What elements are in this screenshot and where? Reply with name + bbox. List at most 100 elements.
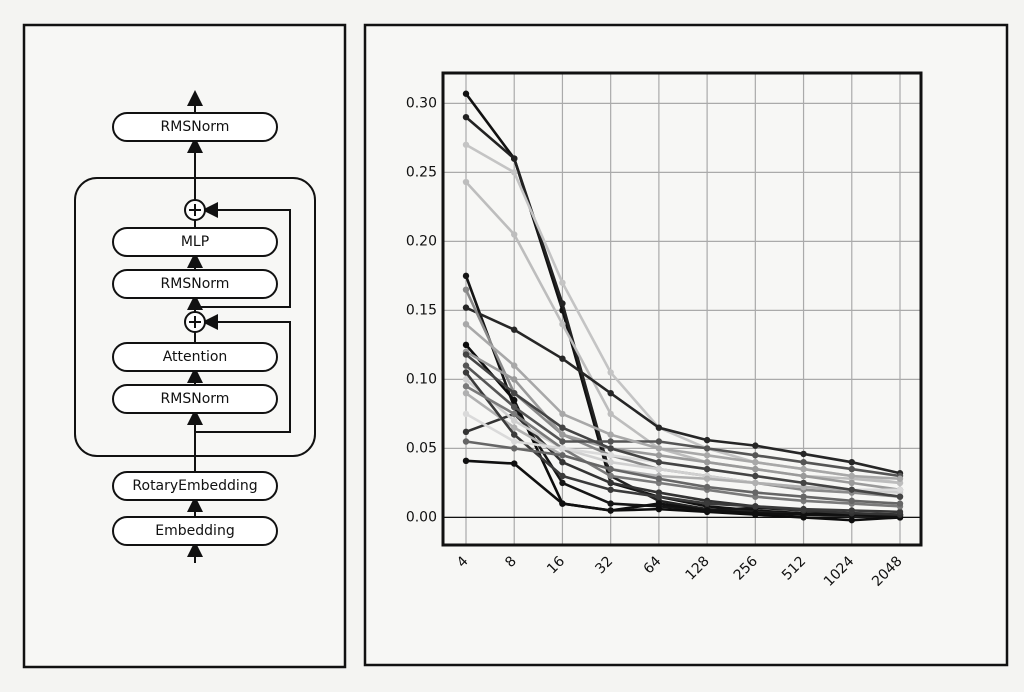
point [848,497,855,505]
point [607,458,614,466]
point [896,493,904,500]
point [511,169,518,176]
series-line [465,385,901,508]
point [559,479,566,487]
point [462,272,470,280]
series-line [465,459,901,519]
add [189,204,201,216]
point [511,445,518,452]
node [112,384,278,414]
point [703,500,711,507]
point [848,507,855,514]
y-tick-label: 0.15 [406,302,437,318]
y-tick-label: 0.25 [406,164,437,180]
series-line [465,392,900,492]
point [559,458,566,466]
point [896,475,904,482]
point [462,389,470,397]
point [896,508,904,516]
point [655,505,663,513]
point [848,465,855,473]
node [112,471,278,501]
point [559,500,566,507]
point [655,445,663,452]
point [800,472,807,480]
series-line [465,412,901,516]
point [703,452,711,459]
point [607,410,614,418]
point [462,457,470,465]
point [462,304,470,311]
point [655,424,663,431]
point [511,460,518,467]
point [655,475,663,482]
point [607,389,614,397]
point [703,458,711,466]
node-label: Attention [163,349,228,365]
point [848,486,855,493]
series-line [464,371,901,514]
series-line [465,181,901,485]
series-line [465,440,901,505]
plot-frame [441,71,923,547]
point [462,341,470,349]
series-line [465,350,901,492]
point [462,428,470,436]
point [848,472,855,480]
point [462,113,470,121]
point [511,410,518,418]
node [112,342,278,372]
point [462,376,470,383]
point [800,505,807,513]
point [607,369,614,376]
point [800,450,807,458]
node [112,269,278,299]
node-label: RMSNorm [161,276,230,292]
point [703,483,711,491]
point [655,493,663,500]
y-tick-label: 0.05 [406,440,437,456]
point [655,458,663,466]
point [511,417,518,424]
point [800,465,807,473]
point [703,465,711,473]
point [752,510,759,517]
point [559,279,566,286]
point [607,500,614,507]
point [559,452,566,459]
node-label: RMSNorm [161,119,230,135]
add [189,316,201,328]
point [462,383,470,390]
point [559,438,566,445]
y-tick-label: 0.20 [406,233,437,249]
point [559,355,566,362]
point [559,424,566,431]
point [655,452,663,459]
point [462,362,470,369]
point [752,452,759,459]
point [703,475,711,482]
point [752,503,759,510]
series-line [465,306,901,475]
point [511,376,518,383]
point [703,436,711,444]
point [848,458,855,466]
point [511,155,518,162]
point [800,458,807,466]
point [848,516,855,524]
point [607,445,614,452]
node-label: MLP [181,234,209,250]
series-line [465,364,901,478]
point [607,479,614,487]
point [511,326,518,333]
point [703,445,711,452]
diagram: RMSNorm MLP RMSNorm Attention RMSNorm Ro… [74,90,316,563]
point [462,351,470,358]
point [511,396,518,404]
point [462,141,470,148]
residual [195,314,291,433]
node-label: RotaryEmbedding [132,478,257,494]
y-tick-label: 0.10 [406,371,437,387]
point [752,458,759,466]
point [752,479,759,487]
